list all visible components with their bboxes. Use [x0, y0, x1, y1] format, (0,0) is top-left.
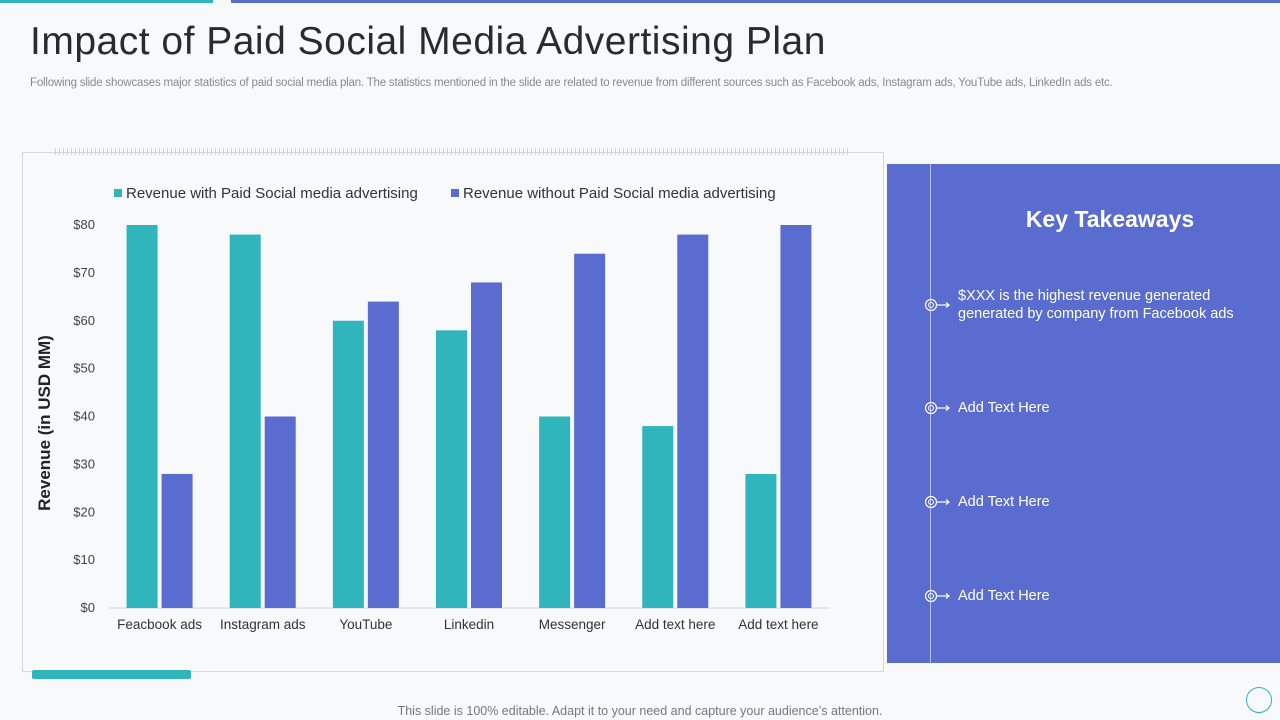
bullet-node-icon [924, 495, 950, 509]
x-tick-label: Add text here [738, 617, 818, 632]
key-takeaways-title: Key Takeaways [1025, 206, 1195, 232]
bar-with-paid [332, 320, 364, 608]
legend-swatch-with-paid [114, 189, 122, 197]
footer-note: This slide is 100% editable. Adapt it to… [397, 704, 883, 718]
bar-chart: $0 $10 $20 $30 $40 $50 $60 $70 $80 Feacbook ads In… [73, 217, 830, 632]
takeaway-item-1: $XXX is the highest revenue generated ge… [958, 288, 1234, 322]
y-tick-label: $50 [73, 361, 95, 376]
bar-with-paid [539, 416, 571, 608]
bar-without-paid [780, 225, 812, 608]
bar-with-paid [229, 234, 261, 608]
legend-label-with-paid: Revenue with Paid Social media advertisi… [126, 184, 418, 202]
bar-with-paid [126, 225, 158, 608]
bullet-node-icon [924, 401, 950, 415]
x-tick-label: Feacbook ads [117, 617, 202, 632]
x-tick-label: Linkedin [444, 617, 494, 632]
bar-with-paid [436, 330, 467, 608]
x-tick-label: YouTube [339, 617, 392, 632]
legend-label-without-paid: Revenue without Paid Social media advert… [463, 184, 776, 202]
legend-swatch-without-paid [451, 189, 459, 197]
y-tick-label: $40 [73, 409, 95, 424]
legend-item-with-paid: Revenue with Paid Social media advertisi… [114, 184, 418, 202]
y-tick-label: $30 [73, 456, 95, 471]
x-tick-label: Messenger [539, 617, 606, 632]
corner-circle-icon [1246, 687, 1272, 713]
x-tick-label: Add text here [635, 617, 715, 632]
y-tick-label: $60 [73, 313, 95, 328]
x-tick-label: Instagram ads [220, 617, 306, 632]
bullet-node-icon [924, 298, 950, 312]
bar-with-paid [745, 473, 777, 608]
slide-title: Impact of Paid Social Media Advertising … [30, 20, 826, 63]
bar-with-paid [642, 426, 674, 608]
bar-without-paid [367, 301, 399, 608]
bar-without-paid [264, 416, 296, 608]
bullet-node-icon [924, 589, 950, 603]
top-accent-bar-blue [231, 0, 1280, 3]
key-takeaways-panel [887, 164, 1280, 663]
y-tick-label: $80 [73, 217, 95, 232]
takeaway-item-3: Add Text Here [958, 494, 1050, 510]
bar-without-paid [677, 234, 709, 608]
bar-without-paid [161, 473, 193, 608]
slide-subtitle: Following slide showcases major statisti… [30, 77, 1113, 89]
y-tick-label: $70 [73, 265, 95, 280]
legend-item-without-paid: Revenue without Paid Social media advert… [451, 184, 776, 202]
decorative-teal-bar [32, 670, 191, 679]
y-tick-label: $0 [81, 600, 95, 615]
bar-without-paid [471, 282, 502, 608]
bar-without-paid [574, 253, 606, 608]
y-tick-label: $20 [73, 504, 95, 519]
decorative-dash-strip [55, 148, 850, 155]
takeaway-item-2: Add Text Here [958, 400, 1050, 416]
takeaway-item-4: Add Text Here [958, 588, 1050, 604]
top-accent-bar-teal [0, 0, 213, 3]
y-tick-label: $10 [73, 552, 95, 567]
